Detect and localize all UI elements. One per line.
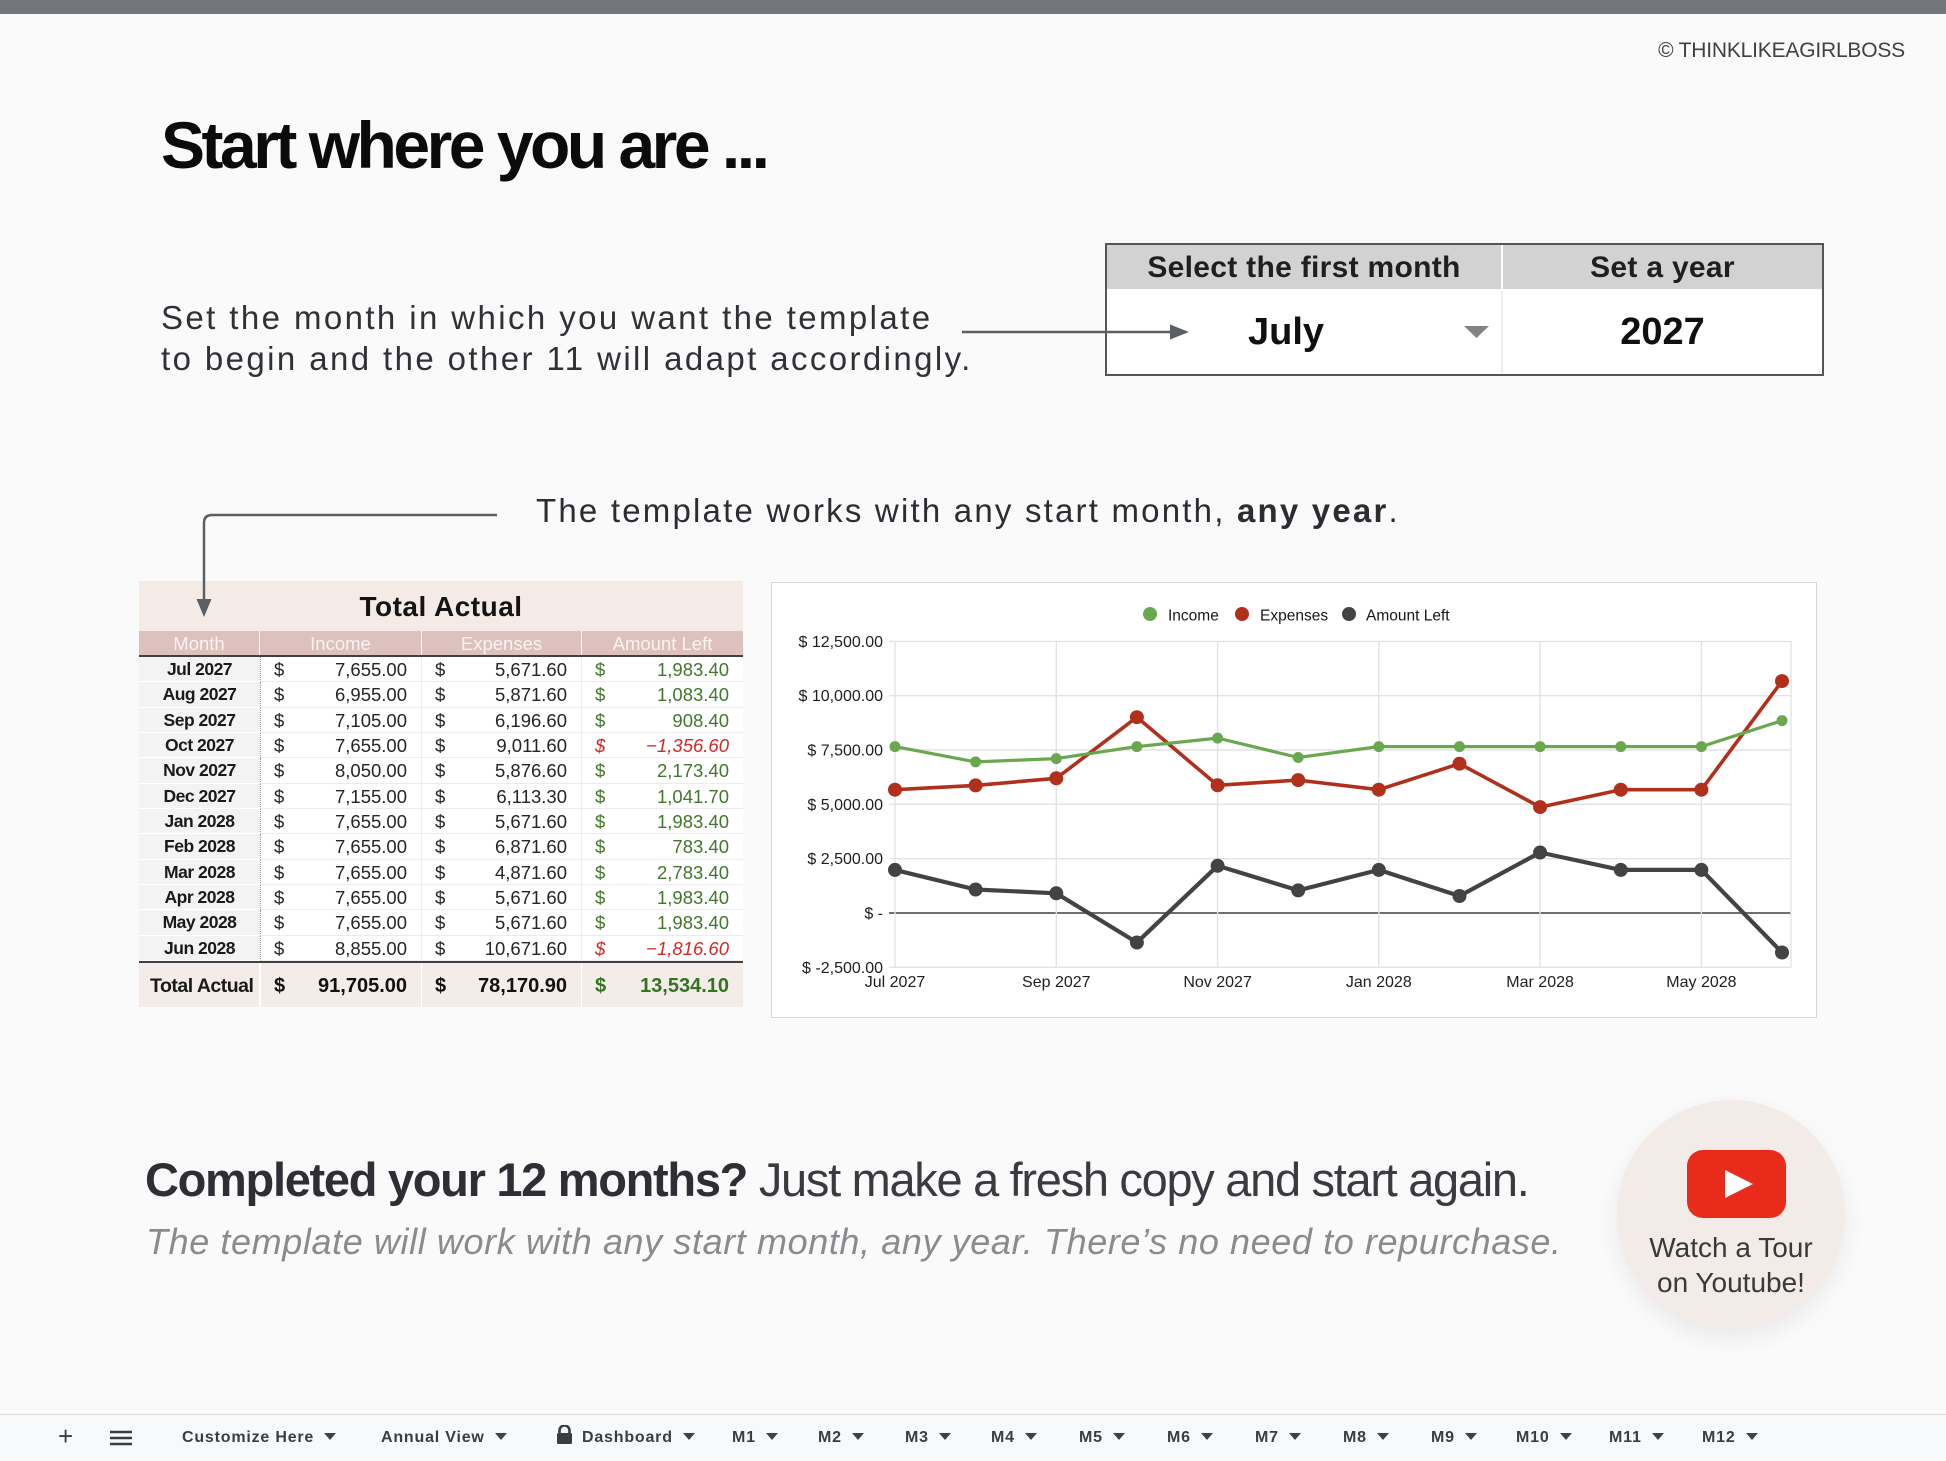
svg-text:Nov 2027: Nov 2027 xyxy=(1183,974,1252,991)
svg-text:$ 2,500.00: $ 2,500.00 xyxy=(807,851,883,868)
svg-text:Expenses: Expenses xyxy=(1260,608,1328,625)
svg-text:Sep 2027: Sep 2027 xyxy=(1022,974,1091,991)
svg-text:$ -2,500.00: $ -2,500.00 xyxy=(802,960,883,977)
svg-text:$ 10,000.00: $ 10,000.00 xyxy=(798,688,883,705)
svg-text:Amount Left: Amount Left xyxy=(1366,608,1450,625)
svg-text:$ 12,500.00: $ 12,500.00 xyxy=(798,634,883,651)
svg-text:$ 7,500.00: $ 7,500.00 xyxy=(807,743,883,760)
svg-text:Mar 2028: Mar 2028 xyxy=(1506,974,1574,991)
svg-text:Jul 2027: Jul 2027 xyxy=(865,974,926,991)
svg-text:Jan 2028: Jan 2028 xyxy=(1346,974,1412,991)
svg-text:May 2028: May 2028 xyxy=(1666,974,1736,991)
svg-text:$ -: $ - xyxy=(864,906,883,923)
svg-text:Income: Income xyxy=(1168,608,1219,625)
svg-text:$ 5,000.00: $ 5,000.00 xyxy=(807,797,883,814)
